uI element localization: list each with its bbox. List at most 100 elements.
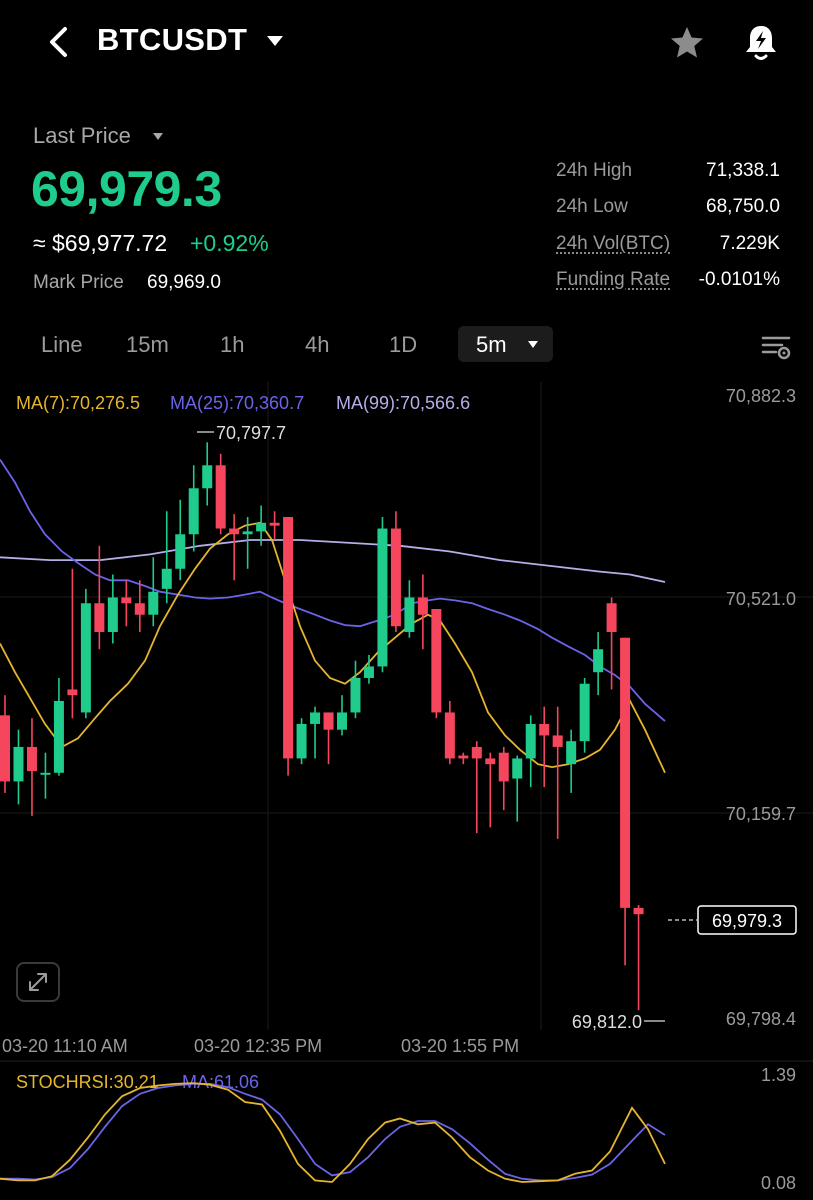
- candles: [0, 442, 644, 1011]
- candle-body: [390, 528, 401, 627]
- candle: [80, 588, 91, 719]
- candle-body: [350, 677, 361, 713]
- tab-1d[interactable]: 1D: [389, 332, 418, 357]
- stochrsi-ma-line: [0, 1083, 666, 1182]
- candle-body: [229, 528, 240, 535]
- chart-grid: [0, 382, 813, 1030]
- candle-body: [593, 649, 604, 673]
- candle-body: [161, 568, 172, 589]
- candle: [593, 631, 604, 696]
- candle: [377, 517, 388, 673]
- star-icon[interactable]: [668, 24, 706, 62]
- stat-24h-low-value: 68,750.0: [706, 196, 780, 217]
- stochrsi-lines: [0, 1082, 666, 1183]
- ma7-label: MA(7):70,276.5: [16, 393, 140, 413]
- candle-body: [633, 907, 644, 915]
- candle-body: [134, 603, 145, 615]
- caret-down-icon[interactable]: [527, 340, 539, 349]
- candle-body: [606, 603, 617, 632]
- stat-24h-low-label: 24h Low: [556, 196, 628, 217]
- candle-body: [458, 755, 469, 759]
- candle-body: [215, 465, 226, 529]
- stat-funding-rate-label[interactable]: Funding Rate: [556, 269, 671, 290]
- stoch-y-tick-label: 1.39: [761, 1065, 796, 1085]
- candle-body: [26, 746, 37, 772]
- symbol-title[interactable]: BTCUSDT: [97, 22, 248, 57]
- fiat-equivalent: ≈ $69,977.72: [33, 230, 168, 256]
- stat-24h-vol-value: 7.229K: [719, 233, 780, 254]
- candle: [444, 700, 455, 765]
- candle-body: [620, 637, 631, 908]
- candle: [269, 511, 280, 541]
- high-annotation: 70,797.7: [216, 423, 286, 443]
- candlestick-chart[interactable]: MA(7):70,276.5 MA(25):70,360.7 MA(99):70…: [0, 380, 813, 1200]
- candle-body: [256, 522, 267, 532]
- stat-funding-rate-value: -0.0101%: [698, 269, 780, 290]
- x-tick-label: 03-20 12:35 PM: [194, 1036, 322, 1056]
- candle: [202, 442, 213, 506]
- candle-body: [337, 712, 347, 730]
- expand-icon: [29, 973, 47, 991]
- candle-body: [283, 517, 294, 759]
- candle: [498, 746, 509, 811]
- tab-1h[interactable]: 1h: [220, 332, 245, 357]
- y-tick-label: 69,798.4: [726, 1009, 796, 1029]
- expand-chart-button[interactable]: [16, 962, 60, 1002]
- candle: [215, 453, 226, 535]
- candle-body: [525, 723, 536, 759]
- candle-body: [566, 741, 577, 765]
- low-annotation: 69,812.0: [572, 1012, 642, 1032]
- candle-body: [0, 715, 10, 782]
- candle: [579, 677, 590, 753]
- candle: [606, 597, 617, 690]
- candle: [633, 904, 644, 1011]
- candle: [566, 729, 577, 793]
- ma99-label: MA(99):70,566.6: [336, 393, 470, 413]
- tab-5m-label[interactable]: 5m: [476, 332, 507, 357]
- x-tick-label: 03-20 11:10 AM: [2, 1036, 128, 1056]
- candle: [552, 706, 563, 839]
- stat-24h-vol-label[interactable]: 24h Vol(BTC): [556, 233, 671, 254]
- last-price-label[interactable]: Last Price: [33, 123, 131, 148]
- tab-line[interactable]: Line: [41, 332, 83, 357]
- candle-body: [579, 683, 590, 742]
- back-chevron-left-icon[interactable]: [40, 22, 80, 62]
- candle-body: [323, 712, 334, 730]
- candle-body: [13, 746, 24, 782]
- candle-body: [444, 712, 455, 759]
- caret-down-icon[interactable]: [152, 132, 164, 141]
- candle: [431, 608, 442, 719]
- stochrsi-ma-label: MA:61.06: [182, 1072, 259, 1092]
- candle-body: [296, 723, 307, 759]
- tab-5m-selected[interactable]: [458, 326, 553, 362]
- candle: [485, 752, 496, 828]
- caret-down-icon[interactable]: [265, 34, 285, 48]
- candle: [310, 706, 321, 759]
- candle-body: [498, 752, 509, 782]
- ma25-line: [0, 459, 666, 722]
- candle-body: [552, 735, 563, 747]
- candle-body: [188, 488, 199, 535]
- candle: [337, 695, 347, 736]
- candle-body: [175, 534, 186, 569]
- candle: [188, 465, 199, 552]
- candle-body: [431, 608, 442, 713]
- ma99-line: [0, 539, 666, 583]
- stat-24h-high-value: 71,338.1: [706, 160, 780, 181]
- stat-24h-high-label: 24h High: [556, 160, 633, 181]
- annotations: MA(7):70,276.5 MA(25):70,360.7 MA(99):70…: [0, 386, 813, 1193]
- tab-4h[interactable]: 4h: [305, 332, 330, 357]
- price-alert-bell-icon[interactable]: [742, 22, 780, 62]
- candle-body: [67, 689, 78, 696]
- price-change-percent: +0.92%: [190, 230, 269, 256]
- candle: [256, 505, 267, 546]
- candle-body: [242, 531, 253, 535]
- candle: [26, 718, 37, 816]
- stoch-y-tick-label: 0.08: [761, 1173, 796, 1193]
- moving-average-lines: [0, 459, 666, 774]
- tab-15m[interactable]: 15m: [126, 332, 169, 357]
- current-price-tag-label: 69,979.3: [712, 911, 782, 931]
- candle-body: [377, 528, 388, 667]
- candle-body: [363, 666, 374, 678]
- chart-settings-icon[interactable]: [760, 334, 792, 360]
